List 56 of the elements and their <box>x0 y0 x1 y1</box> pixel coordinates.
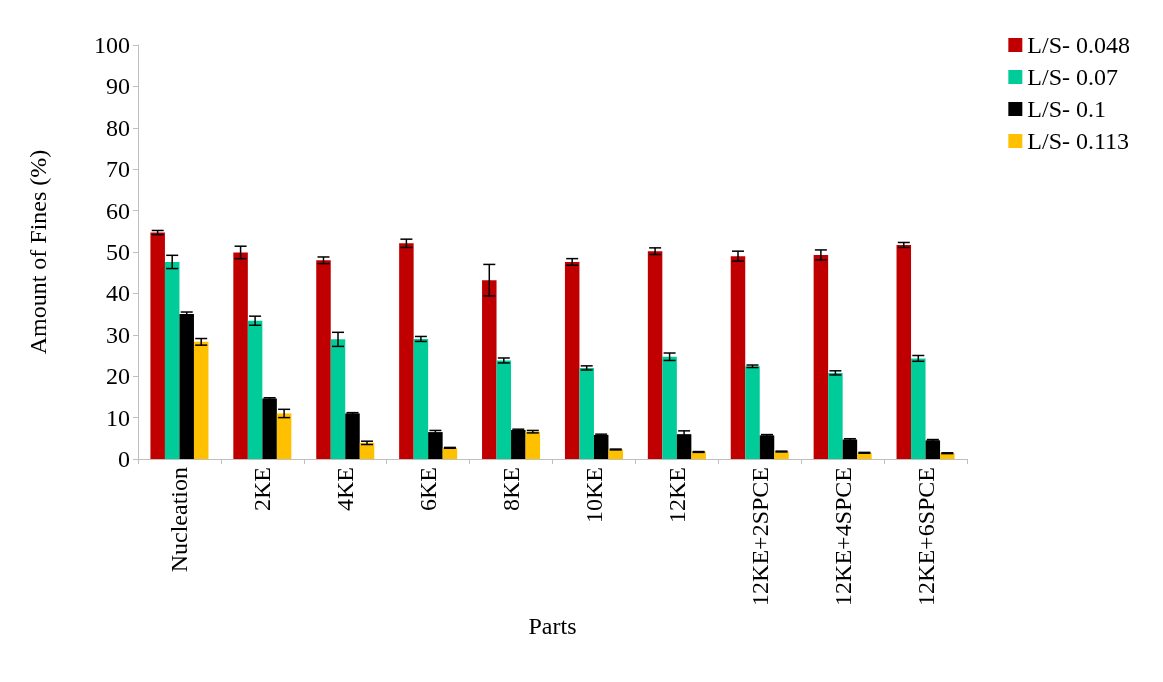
x-axis-title: Parts <box>528 612 577 639</box>
bar <box>662 356 677 459</box>
x-tick-label: 12KE+4SPCE <box>829 467 856 606</box>
legend-label: L/S- 0.048 <box>1027 32 1130 58</box>
x-tick-label: 4KE <box>332 467 359 511</box>
x-tick-label: 8KE <box>498 467 525 511</box>
bar <box>813 254 829 459</box>
bar <box>442 447 458 459</box>
x-tick-label: 2KE <box>249 467 276 511</box>
bar <box>676 434 692 459</box>
y-tick-label: 70 <box>106 156 130 183</box>
bar <box>691 451 706 459</box>
y-tick-label: 100 <box>94 32 130 58</box>
x-tick-label: 12KE+2SPCE <box>746 467 773 606</box>
bar <box>564 261 580 459</box>
bar <box>647 251 663 459</box>
x-tick-label: 6KE <box>415 467 442 511</box>
y-tick-label: 90 <box>106 73 130 100</box>
bar <box>525 431 541 459</box>
bar <box>399 243 414 459</box>
y-axis-title: Amount of Fines (%) <box>25 149 51 355</box>
bar <box>247 320 263 459</box>
y-tick-label: 40 <box>106 280 130 307</box>
x-tick-label: Nucleation <box>166 467 193 573</box>
y-tick-label: 20 <box>106 363 130 390</box>
legend-label: L/S- 0.113 <box>1027 128 1130 154</box>
bar <box>496 360 512 459</box>
x-tick-label: 12KE+6SPCE <box>912 467 939 606</box>
legend-label: L/S- 0.1 <box>1027 96 1106 122</box>
y-tick-label: 0 <box>118 446 130 472</box>
bar <box>413 338 429 459</box>
bar <box>316 260 331 459</box>
bar <box>359 442 375 459</box>
x-tick-label: 10KE <box>580 467 607 523</box>
bar <box>828 372 843 459</box>
bar <box>233 252 248 459</box>
y-tick-label: 50 <box>106 239 130 265</box>
bar <box>896 244 912 459</box>
x-tick-label: 12KE <box>663 467 690 523</box>
bar <box>330 339 346 459</box>
y-tick-label: 30 <box>106 321 130 348</box>
bar <box>482 280 497 459</box>
bar <box>593 434 609 459</box>
bar <box>730 256 746 459</box>
bar <box>745 366 760 459</box>
y-tick-label: 80 <box>106 114 130 141</box>
y-tick-label: 60 <box>106 197 130 224</box>
bar <box>164 261 180 459</box>
bar <box>276 413 292 459</box>
legend-label: L/S- 0.07 <box>1027 64 1118 90</box>
bar <box>579 367 594 459</box>
bar <box>150 232 165 459</box>
y-tick-label: 10 <box>106 404 130 431</box>
bar <box>193 341 209 459</box>
bar <box>911 358 926 459</box>
bar <box>759 435 775 459</box>
